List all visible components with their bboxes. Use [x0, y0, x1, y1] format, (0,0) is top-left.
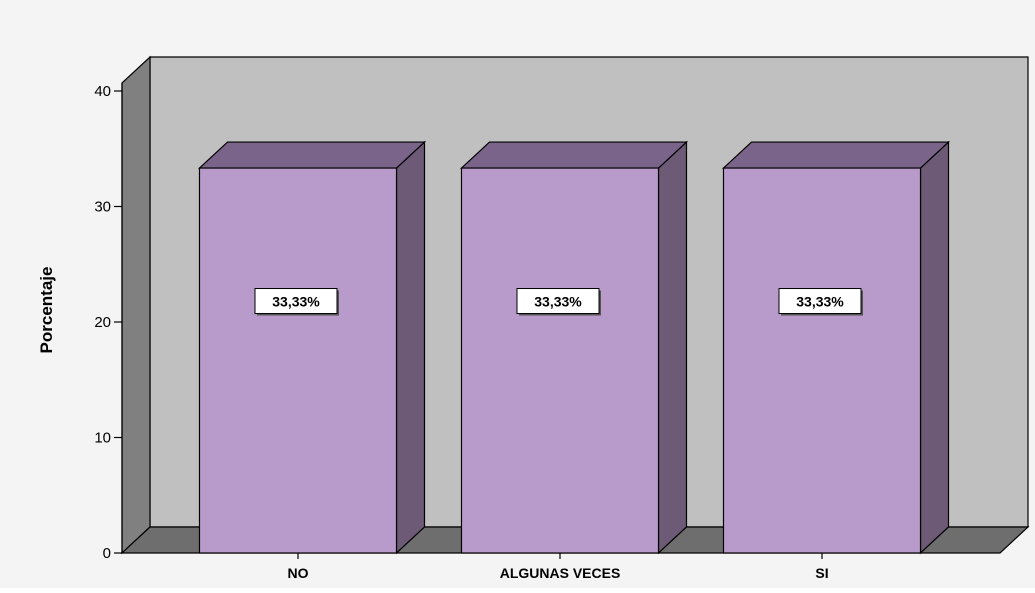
data-label-box [778, 288, 862, 315]
bars [197, 140, 951, 555]
y-axis-title: Porcentaje [37, 267, 56, 354]
bar-top [459, 141, 689, 169]
bar-top [197, 141, 427, 169]
bar [459, 140, 689, 555]
x-axis-labels: NO ALGUNAS VECES SI [288, 553, 829, 581]
side-wall [121, 55, 151, 555]
bar-side [919, 140, 950, 555]
bar-front [198, 167, 398, 554]
y-axis: 0 10 20 30 40 [94, 83, 123, 562]
x-tick-label: SI [815, 565, 828, 581]
data-labels: 33,33% 33,33% 33,33% [254, 288, 863, 316]
y-tick-label: 20 [94, 314, 111, 331]
data-label: 33,33% [254, 288, 339, 316]
bar-front [460, 167, 660, 554]
x-tick-label: ALGUNAS VECES [500, 565, 621, 581]
x-tick-label: NO [288, 565, 309, 581]
data-label-text: 33,33% [796, 294, 844, 310]
data-label: 33,33% [778, 288, 863, 316]
bar [721, 140, 951, 555]
y-tick-label: 40 [94, 83, 111, 100]
bar [197, 140, 427, 555]
y-tick-label: 10 [94, 430, 111, 447]
data-label-box [516, 288, 600, 315]
data-label-text: 33,33% [534, 294, 582, 310]
bar-side [657, 140, 688, 555]
data-label-text: 33,33% [272, 294, 320, 310]
data-label: 33,33% [516, 288, 601, 316]
bar-top [721, 141, 951, 169]
y-tick-label: 30 [94, 199, 111, 216]
bar-side [395, 140, 426, 555]
bar-front [722, 167, 922, 554]
y-tick-label: 0 [103, 545, 111, 562]
data-label-box [254, 288, 338, 315]
